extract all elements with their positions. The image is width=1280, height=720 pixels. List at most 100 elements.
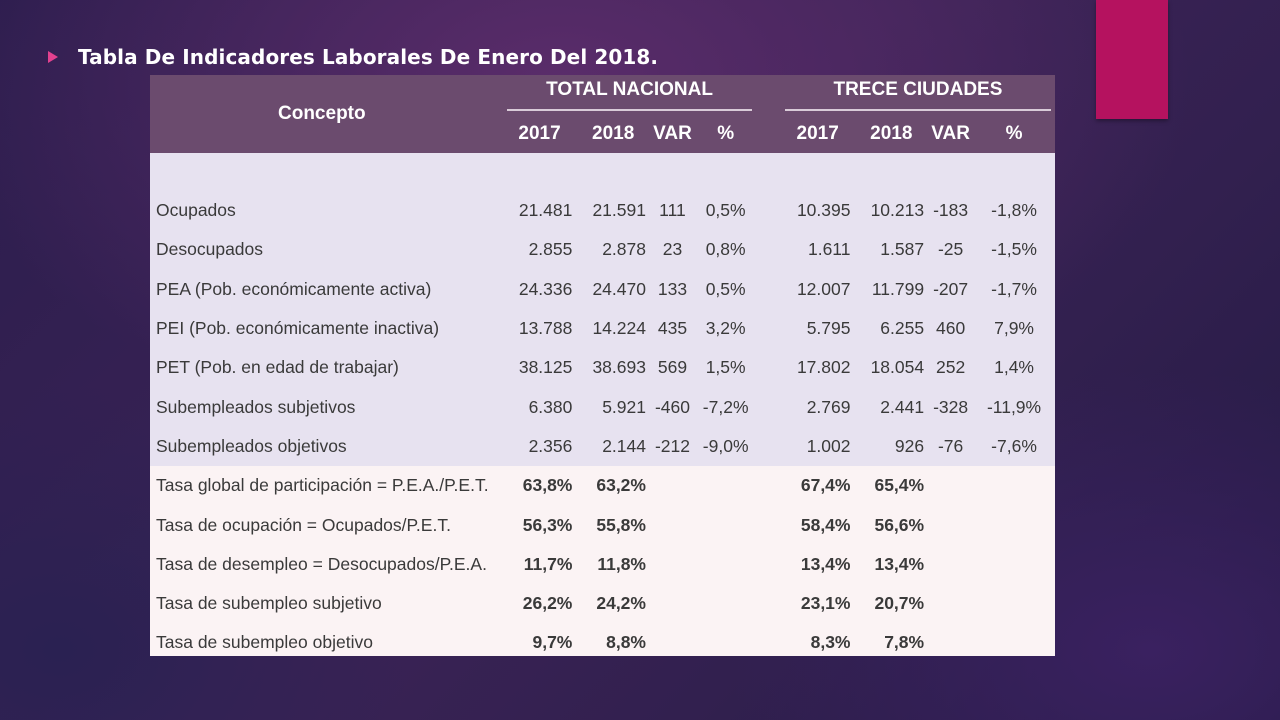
nacional-pct-cell: 1,5% (694, 348, 757, 388)
rate-ciudades-var-cell (928, 544, 974, 584)
ciudades-2018-cell: 926 (854, 426, 929, 467)
subheader-nacional-var: VAR (653, 123, 692, 144)
nacional-2018-cell: 24.470 (576, 269, 650, 309)
rate-concept-cell: Tasa de ocupación = Ocupados/P.E.T. (150, 505, 503, 545)
ciudades-pct-cell: -1,5% (973, 230, 1055, 270)
rate-nacional-var-cell (649, 505, 695, 545)
ciudades-var-cell: -25 (928, 230, 974, 270)
concept-cell: PET (Pob. en edad de trabajar) (150, 348, 503, 388)
rate-ciudades-pct-cell (973, 466, 1055, 506)
nacional-2017-cell: 24.336 (502, 269, 577, 309)
rate-row: Tasa de ocupación = Ocupados/P.E.T. 56,3%… (150, 505, 1055, 545)
nacional-pct-cell: 0,5% (694, 269, 757, 309)
gap-cell (756, 348, 781, 388)
gap-cell (756, 426, 781, 467)
concept-cell: PEA (Pob. económicamente activa) (150, 269, 503, 309)
rate-ciudades-pct-cell (973, 505, 1055, 545)
nacional-var-cell: 111 (649, 191, 695, 231)
indicators-table-container: Concepto TOTAL NACIONAL TRECE CIUDADES 2… (150, 75, 1055, 656)
slide-title-row: Tabla De Indicadores Laborales De Enero … (48, 42, 658, 72)
rate-nacional-var-cell (649, 544, 695, 584)
subheader-nacional-pct: % (717, 123, 735, 144)
ciudades-var-cell: 460 (928, 308, 974, 349)
gap-cell (756, 583, 781, 624)
ciudades-2017-cell: 1.002 (780, 426, 855, 467)
ciudades-var-cell: -207 (928, 269, 974, 309)
header-total-nacional: TOTAL NACIONAL (503, 75, 757, 115)
indicators-table: Concepto TOTAL NACIONAL TRECE CIUDADES 2… (150, 75, 1055, 656)
ciudades-2018-cell: 1.587 (854, 230, 929, 270)
ciudades-2017-cell: 2.769 (780, 387, 855, 427)
header-total-nacional-label: TOTAL NACIONAL (506, 79, 753, 111)
nacional-2017-cell: 6.380 (502, 387, 577, 427)
subheader-gap (756, 115, 781, 153)
nacional-2017-cell: 2.356 (502, 426, 577, 467)
rate-nacional-2017-cell: 63,8% (502, 466, 577, 506)
concept-cell: Subempleados subjetivos (150, 387, 503, 427)
nacional-2017-cell: 21.481 (502, 191, 577, 231)
rate-nacional-2017-cell: 26,2% (502, 583, 577, 624)
nacional-var-cell: 133 (649, 269, 695, 309)
rate-nacional-2018-cell: 63,2% (576, 466, 650, 506)
rate-ciudades-var-cell (928, 505, 974, 545)
nacional-2018-cell: 2.878 (576, 230, 650, 270)
ciudades-2018-cell: 11.799 (854, 269, 929, 309)
concept-cell: Subempleados objetivos (150, 426, 503, 467)
gap-cell (756, 387, 781, 427)
gap-cell (756, 623, 781, 656)
nacional-2018-cell: 5.921 (576, 387, 650, 427)
rate-ciudades-2017-cell: 13,4% (780, 544, 855, 584)
header-concepto: Concepto (278, 103, 366, 124)
nacional-var-cell: 23 (649, 230, 695, 270)
rate-nacional-2017-cell: 9,7% (502, 623, 577, 656)
rate-concept-cell: Tasa de subempleo objetivo (150, 623, 503, 656)
rate-ciudades-2018-cell: 13,4% (854, 544, 929, 584)
rate-nacional-2017-cell: 56,3% (502, 505, 577, 545)
rate-concept-cell: Tasa global de participación = P.E.A./P.… (150, 466, 503, 506)
nacional-2017-cell: 38.125 (502, 348, 577, 388)
nacional-var-cell: -212 (649, 426, 695, 467)
rate-ciudades-var-cell (928, 623, 974, 656)
rate-ciudades-2018-cell: 56,6% (854, 505, 929, 545)
subheader-ciudades-var: VAR (931, 123, 970, 144)
nacional-2018-cell: 14.224 (576, 308, 650, 349)
concept-cell: PEI (Pob. económicamente inactiva) (150, 308, 503, 349)
accent-bar (1096, 0, 1168, 119)
nacional-2018-cell: 2.144 (576, 426, 650, 467)
rate-ciudades-2017-cell: 58,4% (780, 505, 855, 545)
nacional-2018-cell: 38.693 (576, 348, 650, 388)
rate-ciudades-2018-cell: 7,8% (854, 623, 929, 656)
ciudades-pct-cell: -7,6% (973, 426, 1055, 467)
rate-ciudades-var-cell (928, 583, 974, 624)
nacional-var-cell: -460 (649, 387, 695, 427)
rate-nacional-pct-cell (694, 583, 757, 624)
ciudades-pct-cell: -1,7% (973, 269, 1055, 309)
rate-nacional-pct-cell (694, 466, 757, 506)
header-trece-ciudades-label: TRECE CIUDADES (784, 79, 1051, 111)
ciudades-2017-cell: 5.795 (780, 308, 855, 349)
nacional-var-cell: 569 (649, 348, 695, 388)
table-row: Subempleados subjetivos 6.380 5.921 -460 -7,… (150, 387, 1055, 427)
rate-row: Tasa de subempleo objetivo 9,7% 8,8% 8,3% 7,… (150, 623, 1055, 656)
rate-concept-cell: Tasa de desempleo = Desocupados/P.E.A. (150, 544, 503, 584)
nacional-2017-cell: 13.788 (502, 308, 577, 349)
table-header-row: Concepto TOTAL NACIONAL TRECE CIUDADES (150, 75, 1055, 124)
rate-concept-cell: Tasa de subempleo subjetivo (150, 583, 503, 624)
rate-nacional-var-cell (649, 623, 695, 656)
rate-ciudades-pct-cell (973, 544, 1055, 584)
subheader-ciudades-pct: % (1005, 123, 1023, 144)
rate-nacional-var-cell (649, 583, 695, 624)
slide-title: Tabla De Indicadores Laborales De Enero … (78, 45, 659, 69)
ciudades-2017-cell: 17.802 (780, 348, 855, 388)
rate-ciudades-2018-cell: 20,7% (854, 583, 929, 624)
subheader-nacional-2017: 2017 (518, 123, 561, 144)
nacional-pct-cell: -9,0% (694, 426, 757, 467)
rate-ciudades-var-cell (928, 466, 974, 506)
rate-nacional-var-cell (649, 466, 695, 506)
nacional-pct-cell: -7,2% (694, 387, 757, 427)
subheader-ciudades-2018: 2018 (870, 123, 913, 144)
nacional-pct-cell: 0,8% (694, 230, 757, 270)
ciudades-2018-cell: 6.255 (854, 308, 929, 349)
rate-ciudades-pct-cell (973, 623, 1055, 656)
table-row: Ocupados 21.481 21.591 111 0,5% 10.395 10.213-… (150, 191, 1055, 231)
